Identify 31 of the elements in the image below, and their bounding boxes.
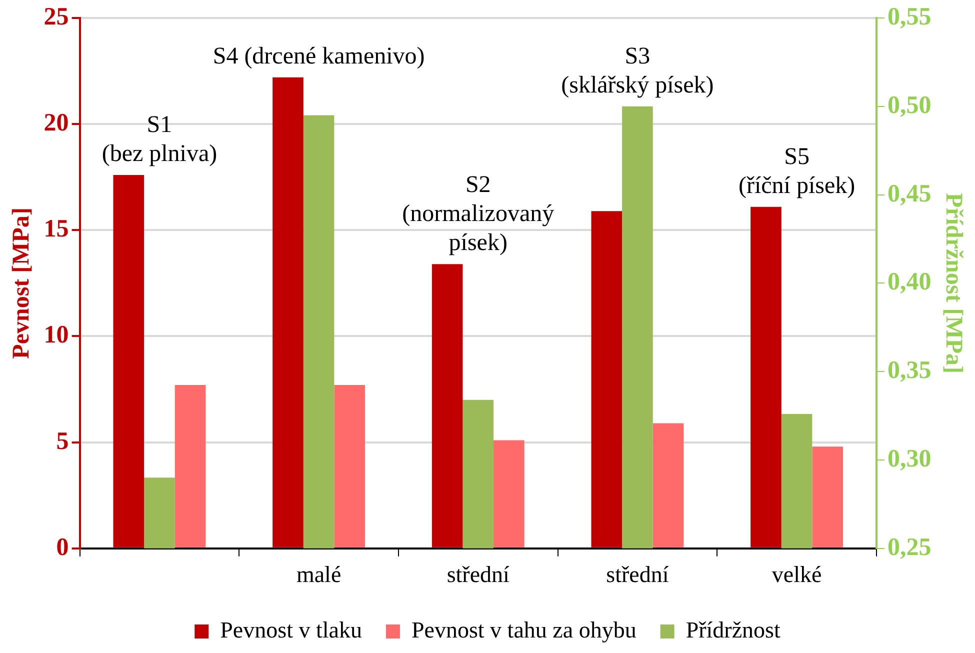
y2-tick-label: 0,50 — [887, 92, 932, 119]
y2-tick-label: 0,25 — [887, 534, 932, 561]
y-tick-label: 20 — [44, 110, 69, 137]
bar — [174, 385, 206, 548]
y2-tick-label: 0,40 — [887, 268, 932, 296]
y2-tick-label: 0,55 — [887, 3, 932, 30]
bar — [652, 423, 684, 548]
y-tick-label: 15 — [44, 216, 69, 243]
annotation: S3 (sklářský písek) — [561, 43, 714, 98]
y-axis-title: Pevnost [MPa] — [8, 208, 35, 359]
x-tick-label: střední — [606, 562, 670, 588]
bar — [113, 175, 144, 548]
y-tick-label: 25 — [44, 3, 69, 30]
annotation: S2 (normalizovaný písek) — [402, 172, 554, 256]
y-tick-label: 10 — [44, 322, 69, 349]
legend-label: Pevnost v tahu za ohybu — [411, 618, 637, 643]
legend-label: Přídržnost — [686, 618, 781, 643]
y2-tick-label: 0,45 — [887, 180, 932, 208]
y2-axis-title: Přídržnost [MPa] — [940, 192, 966, 374]
legend-label: Pevnost v tlaku — [220, 618, 362, 643]
annotation: S4 (drcené kamenivo) — [212, 43, 425, 70]
y-tick-label: 5 — [56, 428, 69, 455]
x-tick-label: střední — [446, 562, 510, 588]
x-tick-label: velké — [772, 562, 822, 588]
y2-tick-label: 0,35 — [887, 357, 932, 384]
bar — [750, 206, 782, 548]
x-tick-label: malé — [296, 562, 342, 588]
annotation: S5 (říční písek) — [738, 144, 856, 199]
annotation: S1 (bez plniva) — [102, 112, 218, 167]
y-tick-label: 0 — [56, 534, 69, 561]
y2-tick-label: 0,30 — [887, 445, 932, 472]
